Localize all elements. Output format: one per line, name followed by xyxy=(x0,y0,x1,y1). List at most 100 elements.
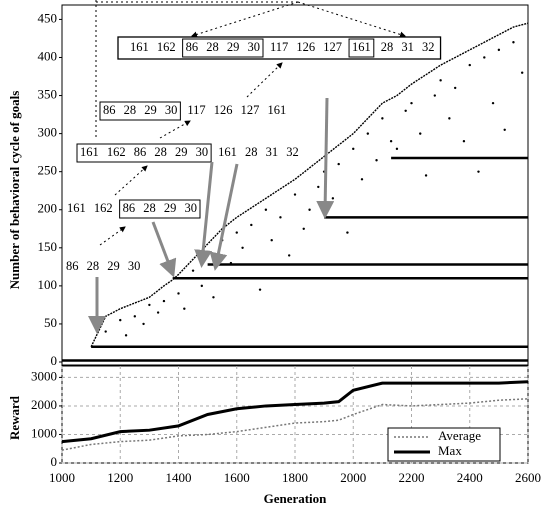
point xyxy=(270,238,273,242)
annotation-text: 86 28 29 30 xyxy=(123,201,197,215)
y-tick-label: 1000 xyxy=(31,425,57,440)
y-tick-label: 0 xyxy=(51,353,58,368)
annotation-box xyxy=(99,101,181,121)
annotation-text: 161 162 xyxy=(130,40,176,54)
point xyxy=(302,227,305,230)
point xyxy=(142,322,145,326)
annotation-text: 86 28 29 30 xyxy=(103,103,177,117)
point xyxy=(104,330,107,333)
y-tick-label: 50 xyxy=(44,315,57,330)
annotation-text: 161 162 86 28 29 30 xyxy=(80,145,208,159)
annotation-row: 161 162 86 28 29 30 161 28 31 32 xyxy=(76,143,299,163)
x-tick-label: 1400 xyxy=(166,470,192,485)
point xyxy=(483,56,486,59)
x-tick-label: 1000 xyxy=(49,470,75,485)
y-tick-label: 450 xyxy=(38,10,58,25)
y-axis-title: Number of behavioral cycle of goals xyxy=(7,91,22,290)
point xyxy=(512,41,515,44)
point xyxy=(404,109,407,112)
annotation-row: 161 162 86 28 29 30 117 126 127 161 28 31 32 xyxy=(117,36,442,60)
point xyxy=(462,140,466,143)
point xyxy=(287,254,291,257)
annotation-frame xyxy=(117,36,442,60)
point xyxy=(162,299,166,303)
point xyxy=(206,254,209,257)
point xyxy=(124,334,128,337)
point xyxy=(352,147,355,151)
point xyxy=(419,132,422,135)
x-tick-label: 2000 xyxy=(340,470,366,485)
point xyxy=(497,48,501,52)
point xyxy=(366,132,370,135)
y-tick-label: 0 xyxy=(51,454,58,469)
point xyxy=(381,117,384,120)
y-tick-label: 350 xyxy=(38,87,58,102)
x-tick-label: 2600 xyxy=(515,470,541,485)
y-tick-label: 200 xyxy=(38,201,58,216)
point xyxy=(389,140,393,143)
y-tick-label: 100 xyxy=(38,277,58,292)
y-tick-label: 300 xyxy=(38,125,58,140)
annotation-text: 117 126 127 xyxy=(270,40,342,54)
x-tick-label: 2400 xyxy=(457,470,483,485)
annotation-row: 86 28 29 30 xyxy=(66,259,140,273)
point xyxy=(235,231,238,234)
annotation-text: 161 28 31 32 xyxy=(218,145,299,159)
legend-label: Max xyxy=(438,443,462,458)
point xyxy=(477,170,480,173)
series-line xyxy=(61,380,529,444)
point xyxy=(331,197,335,200)
point xyxy=(177,292,180,295)
point xyxy=(453,86,457,90)
point xyxy=(503,128,506,132)
point xyxy=(293,193,297,196)
top-plot-frame xyxy=(61,4,529,366)
envelope xyxy=(90,22,529,348)
point xyxy=(520,71,524,74)
point xyxy=(491,101,495,105)
point xyxy=(317,185,320,189)
point xyxy=(156,311,160,314)
annotation-box xyxy=(182,38,264,58)
point xyxy=(439,79,442,82)
point xyxy=(264,208,268,211)
point xyxy=(448,117,451,120)
point xyxy=(250,223,253,227)
annotation-box xyxy=(119,199,201,219)
annotation-text: 161 162 xyxy=(67,201,113,215)
point xyxy=(279,216,282,219)
point xyxy=(183,307,186,310)
x-tick-label: 1800 xyxy=(282,470,308,485)
y-tick-label: 400 xyxy=(38,48,58,63)
point xyxy=(360,178,364,181)
point xyxy=(395,147,399,151)
legend-box xyxy=(387,427,501,462)
x-axis-title: Generation xyxy=(264,491,328,506)
annotation-box xyxy=(348,38,375,58)
legend-label: Average xyxy=(438,428,481,443)
annotation-row: 86 28 29 30 117 126 127 161 xyxy=(99,101,286,121)
annotation-text: 86 28 29 30 xyxy=(66,259,140,273)
point xyxy=(410,101,413,105)
point xyxy=(308,208,311,211)
point xyxy=(241,246,244,250)
y-tick-label: 2000 xyxy=(31,397,57,412)
annotation-text: 86 28 29 30 xyxy=(186,40,260,54)
point xyxy=(258,288,262,291)
point xyxy=(200,284,203,288)
annotation-arrows xyxy=(88,0,406,334)
point xyxy=(424,174,428,177)
point xyxy=(433,94,436,97)
x-tick-label: 1200 xyxy=(107,470,133,485)
x-tick-label: 2200 xyxy=(399,470,425,485)
point xyxy=(191,269,195,272)
annotation-text: 161 xyxy=(352,40,371,54)
point xyxy=(468,63,471,67)
annotation-box xyxy=(76,143,212,163)
point xyxy=(148,303,151,307)
point xyxy=(337,162,340,166)
annotation-text: 117 126 127 161 xyxy=(187,103,286,117)
y-tick-label: 3000 xyxy=(31,368,57,383)
y-tick-label: 250 xyxy=(38,163,58,178)
